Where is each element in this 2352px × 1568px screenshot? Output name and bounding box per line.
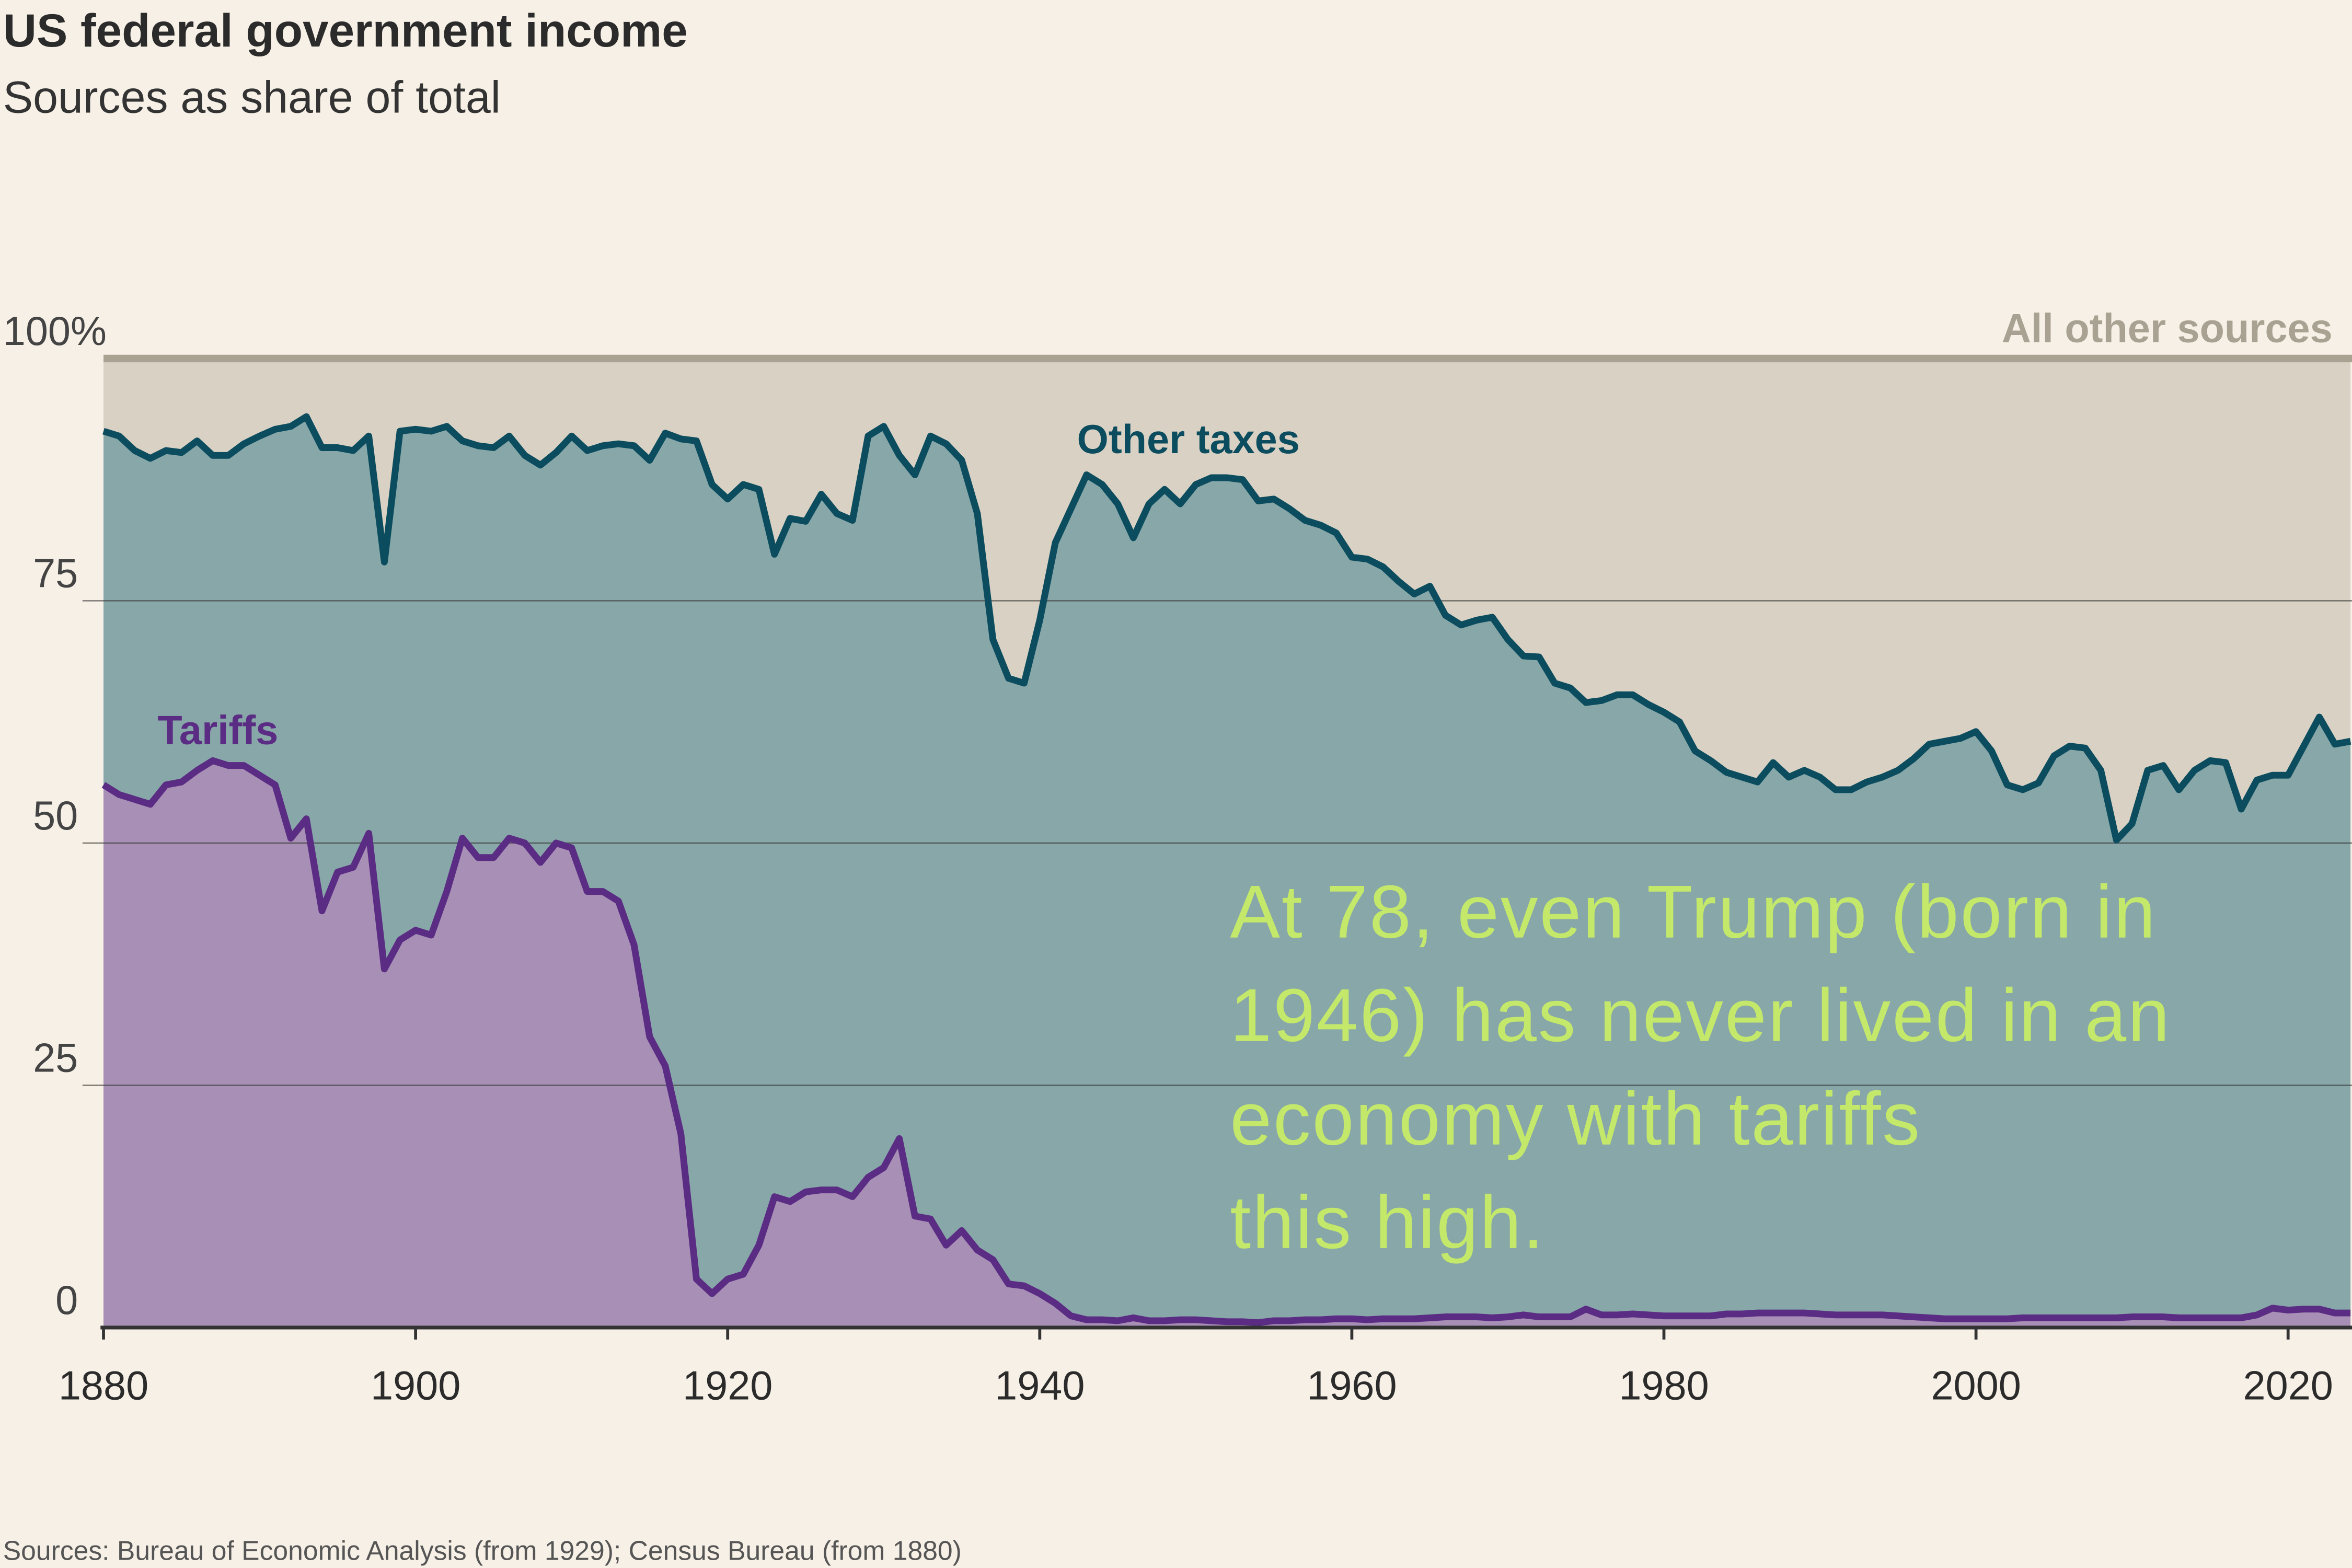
- series-label: All other sources: [2002, 306, 2333, 351]
- y-tick-label: 50: [33, 793, 78, 838]
- chart-title: US federal government income: [3, 4, 688, 56]
- area: [103, 417, 2351, 1323]
- x-tick-label: 2020: [2243, 1364, 2333, 1409]
- y-tick-label: 0: [55, 1278, 78, 1323]
- annotation: At 78, even Trump (born in: [1230, 870, 2157, 954]
- x-tick-label: 1920: [683, 1364, 773, 1409]
- annotation: economy with tariffs: [1230, 1077, 1921, 1161]
- x-tick-label: 1940: [995, 1364, 1085, 1409]
- annotation: this high.: [1230, 1181, 1545, 1264]
- x-tick-label: 1900: [371, 1364, 460, 1409]
- x-tick-label: 2000: [1931, 1364, 2021, 1409]
- x-tick-label: 1880: [59, 1364, 148, 1409]
- annotation: 1946) has never lived in an: [1230, 974, 2171, 1057]
- series-label: Other taxes: [1077, 417, 1300, 462]
- y-tick-label: 75: [33, 551, 78, 596]
- series-label: Tariffs: [157, 708, 278, 753]
- chart-subtitle: Sources as share of total: [3, 72, 501, 122]
- line: [101, 757, 2351, 1327]
- x-tick-label: 1960: [1307, 1364, 1397, 1409]
- line: [102, 413, 2351, 844]
- y-tick-label: 100%: [3, 309, 107, 354]
- source-note: Sources: Bureau of Economic Analysis (fr…: [3, 1536, 962, 1566]
- x-tick-label: 1980: [1619, 1364, 1709, 1409]
- y-tick-label: 25: [33, 1036, 78, 1081]
- area: [103, 760, 2351, 1328]
